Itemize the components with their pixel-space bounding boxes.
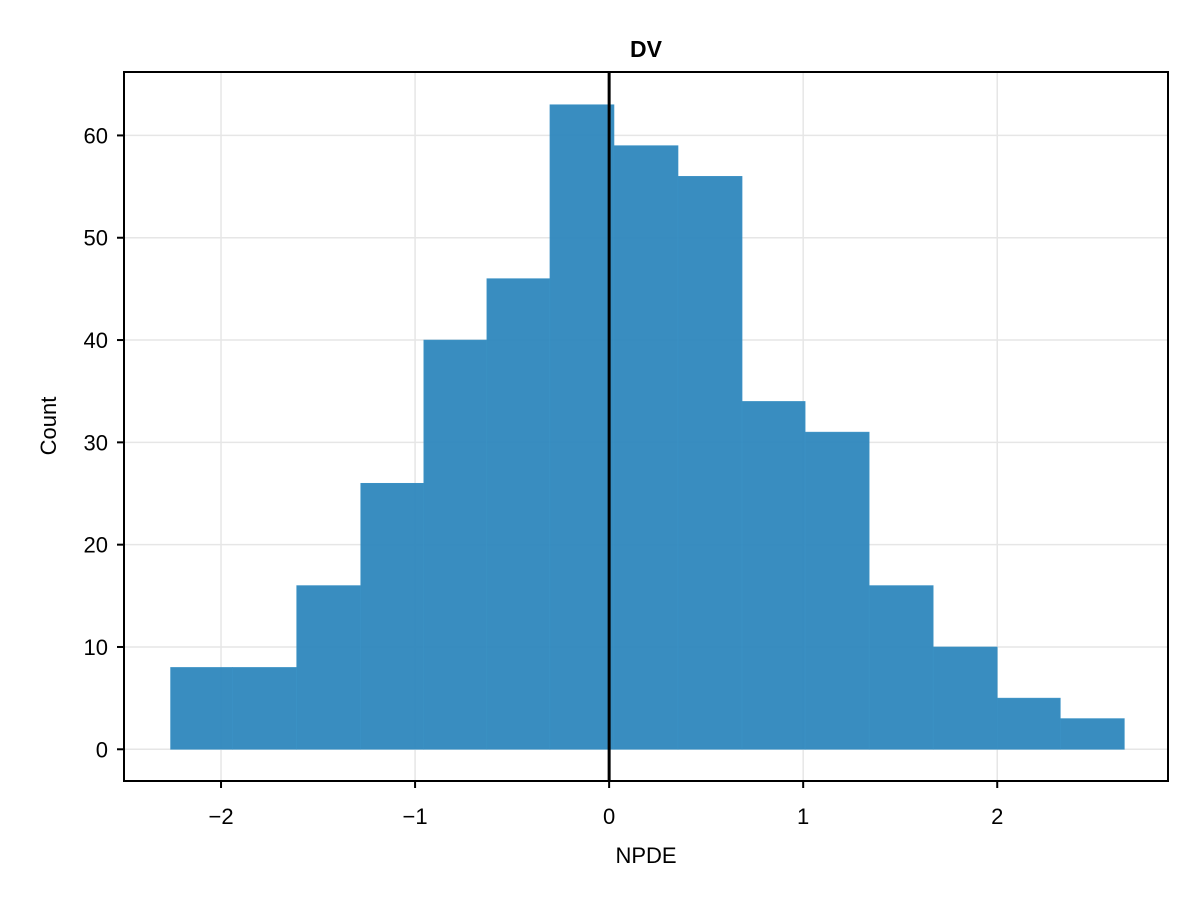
y-tick-label: 60 <box>84 123 108 148</box>
histogram-bar <box>296 585 362 750</box>
x-axis-title: NPDE <box>615 843 676 868</box>
histogram-bar <box>613 145 679 750</box>
histogram-bar <box>1060 718 1125 750</box>
histogram-bar <box>549 104 615 750</box>
histogram-bar <box>804 431 870 750</box>
y-axis: 0 10 20 30 40 50 60 <box>84 123 124 762</box>
y-tick-label: 20 <box>84 533 108 558</box>
histogram-bar <box>932 646 998 750</box>
histogram-bar <box>486 278 551 750</box>
plot-frame <box>123 71 1169 782</box>
bars-layer <box>170 104 1125 750</box>
x-tick-label: 1 <box>797 804 809 829</box>
y-tick-label: 0 <box>96 737 108 762</box>
y-axis-title: Count <box>36 397 61 456</box>
histogram-bar <box>741 401 806 750</box>
histogram-bar <box>170 667 233 750</box>
histogram-bar <box>423 339 488 750</box>
x-tick-label: −1 <box>403 804 428 829</box>
x-tick-label: 2 <box>991 804 1003 829</box>
y-tick-label: 10 <box>84 635 108 660</box>
y-tick-label: 30 <box>84 430 108 455</box>
histogram-bar <box>996 697 1061 750</box>
histogram-bar <box>360 482 425 750</box>
x-axis: −2 −1 0 1 2 <box>208 781 1003 829</box>
histogram-bar <box>677 176 743 750</box>
x-tick-label: −2 <box>208 804 233 829</box>
y-tick-label: 40 <box>84 328 108 353</box>
histogram-bar <box>232 667 298 750</box>
y-tick-label: 50 <box>84 226 108 251</box>
x-tick-label: 0 <box>603 804 615 829</box>
chart-title: DV <box>630 36 663 62</box>
histogram-bar <box>868 585 934 750</box>
